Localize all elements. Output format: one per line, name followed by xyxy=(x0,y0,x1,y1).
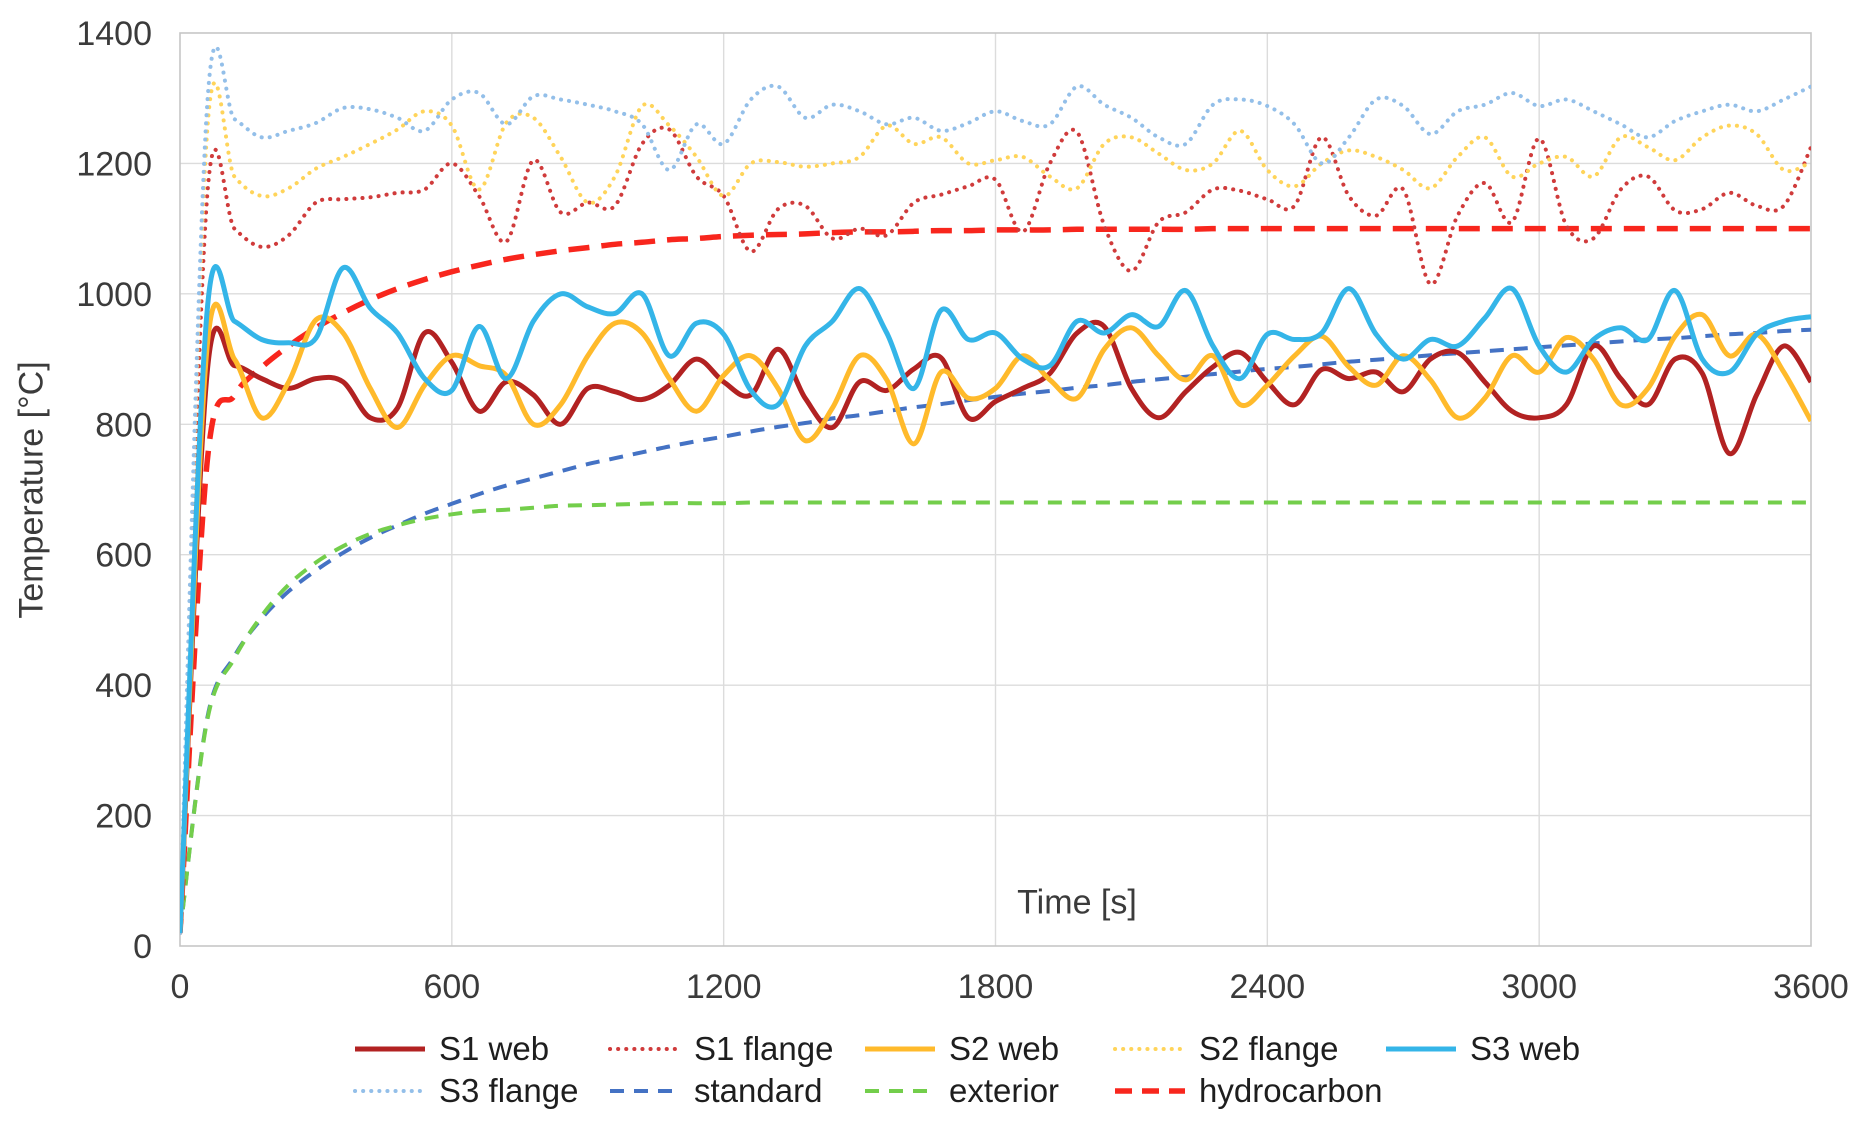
legend-swatch-hydrocarbon xyxy=(1115,1088,1185,1094)
legend-item-exterior: exterior xyxy=(862,1072,1059,1110)
y-tick-label: 800 xyxy=(95,406,152,444)
legend-label-exterior: exterior xyxy=(949,1072,1060,1109)
series-s2-flange xyxy=(180,80,1811,935)
y-tick-label: 0 xyxy=(133,928,152,966)
x-gridlines xyxy=(451,33,1540,946)
legend-label-s3-flange: S3 flange xyxy=(439,1072,579,1109)
series-s3-web xyxy=(180,264,1811,934)
legend-item-s1-web: S1 web xyxy=(352,1030,549,1068)
series-hydrocarbon xyxy=(180,225,1811,934)
legend-item-s3-flange: S3 flange xyxy=(352,1072,578,1110)
series-s1-web xyxy=(180,319,1811,934)
legend-swatch-s3-flange xyxy=(353,1089,427,1093)
legend-label-hydrocarbon: hydrocarbon xyxy=(1199,1072,1383,1109)
legend-label-s1-flange: S1 flange xyxy=(694,1030,834,1067)
legend-swatch-standard xyxy=(610,1089,680,1093)
legend-swatch-s3-web xyxy=(1386,1046,1456,1052)
x-tick-label: 3000 xyxy=(1501,968,1577,1006)
y-tick-label: 1000 xyxy=(76,276,152,314)
x-tick-label: 1200 xyxy=(686,968,762,1006)
y-tick-labels: 0 200 400 600 800 1000 1200 1400 xyxy=(76,15,152,966)
plot-border xyxy=(179,32,1812,947)
y-tick-label: 1200 xyxy=(76,145,152,183)
legend-item-s2-flange: S2 flange xyxy=(1112,1030,1338,1068)
series-exterior xyxy=(180,500,1811,934)
legend-label-s2-web: S2 web xyxy=(949,1030,1060,1067)
legend-item-s2-web: S2 web xyxy=(862,1030,1059,1068)
legend-swatch-s1-flange xyxy=(608,1047,682,1051)
legend-swatch-s1-web xyxy=(355,1046,425,1052)
x-axis-title: Time [s] xyxy=(1017,883,1137,922)
legend-item-s3-web: S3 web xyxy=(1383,1030,1580,1068)
x-tick-label: 3600 xyxy=(1773,968,1849,1006)
x-tick-label: 1800 xyxy=(958,968,1034,1006)
x-tick-label: 0 xyxy=(171,968,190,1006)
legend-swatch-s2-flange xyxy=(1113,1047,1187,1051)
y-tick-label: 600 xyxy=(95,537,152,575)
legend-label-s3-web: S3 web xyxy=(1470,1030,1581,1067)
legend-label-s2-flange: S2 flange xyxy=(1199,1030,1339,1067)
legend-label-standard: standard xyxy=(694,1072,823,1109)
legend-swatch-s2-web xyxy=(865,1046,935,1052)
series-group xyxy=(180,44,1811,935)
y-tick-label: 400 xyxy=(95,667,152,705)
y-tick-label: 1400 xyxy=(76,15,152,53)
y-tick-label: 200 xyxy=(95,798,152,836)
legend-item-hydrocarbon: hydrocarbon xyxy=(1112,1072,1382,1110)
legend-item-standard: standard xyxy=(607,1072,822,1110)
y-axis-title: Temperature [°C] xyxy=(12,361,51,619)
x-tick-label: 600 xyxy=(423,968,480,1006)
legend-swatch-exterior xyxy=(865,1089,935,1093)
x-tick-label: 2400 xyxy=(1230,968,1306,1006)
series-s2-web xyxy=(180,301,1811,934)
x-tick-labels: 0 600 1200 1800 2400 3000 3600 xyxy=(171,968,1849,1006)
legend-item-s1-flange: S1 flange xyxy=(607,1030,833,1068)
legend-label-s1-web: S1 web xyxy=(439,1030,550,1067)
